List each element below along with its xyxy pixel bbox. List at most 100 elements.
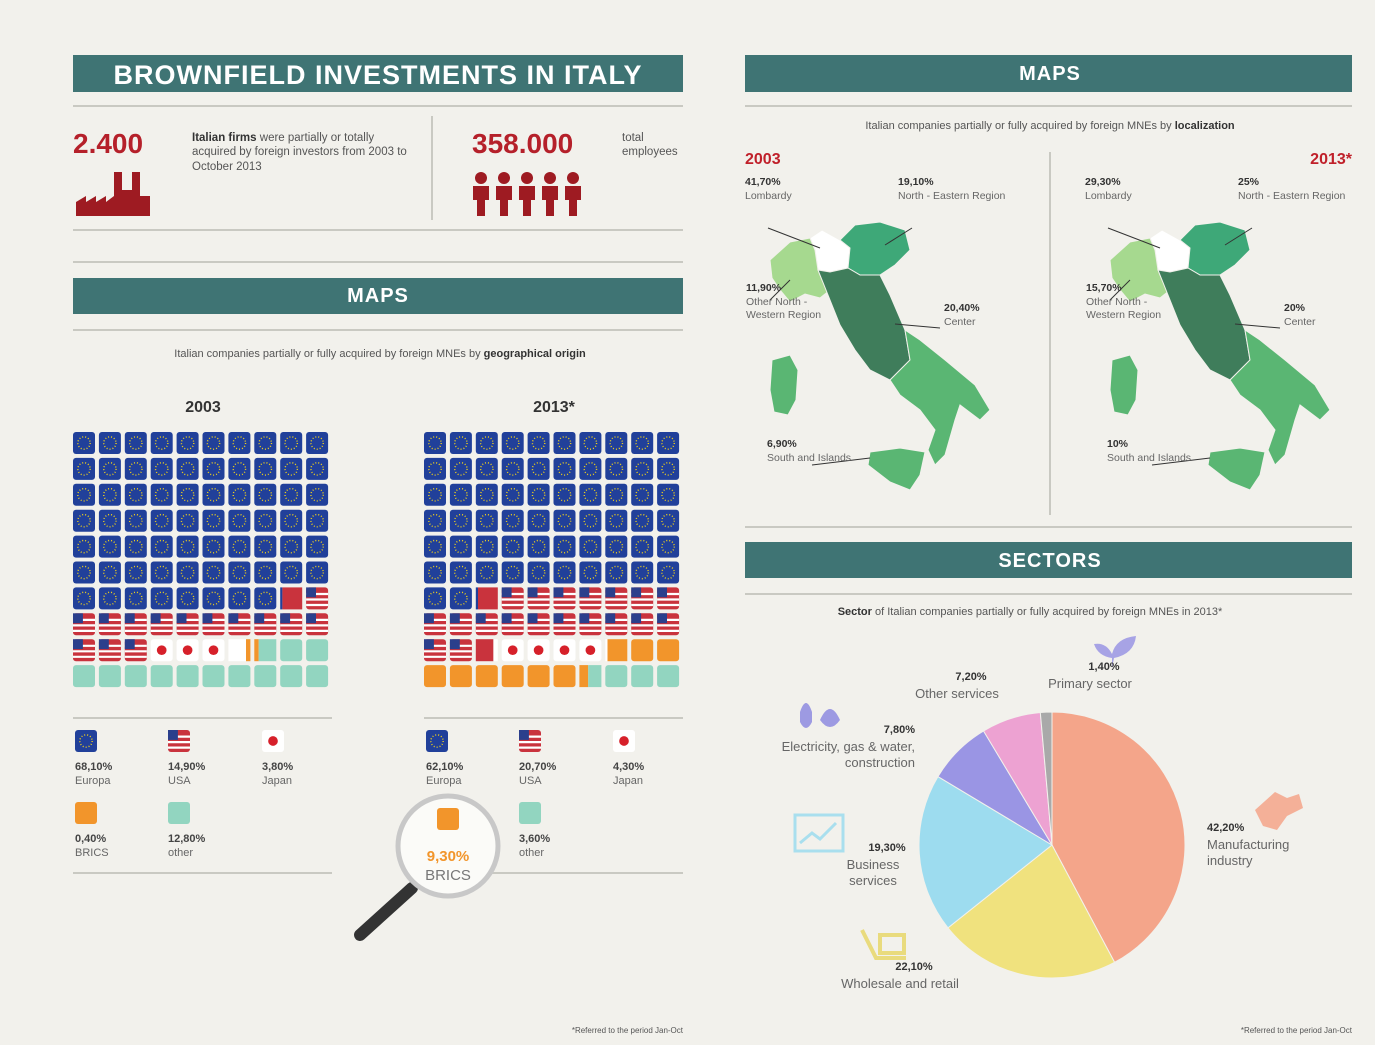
flag-detail: [527, 613, 538, 624]
waffle-cell: [98, 457, 121, 480]
waffle-cell: [501, 561, 524, 584]
flag-detail: [103, 513, 117, 528]
flag-detail: [428, 487, 442, 502]
flag-detail: [77, 436, 91, 450]
waffle-cell: [258, 639, 277, 662]
legend-value: 3,80%: [262, 761, 294, 773]
waffle-cell: [228, 535, 251, 558]
waffle-cell: [306, 639, 329, 662]
waffle-cell: [124, 561, 147, 584]
flag-detail: [103, 565, 117, 580]
flag-detail: [206, 565, 221, 580]
flag-detail: [284, 539, 299, 554]
flag-detail: [258, 591, 273, 606]
waffle-cell: [657, 535, 680, 558]
flag-detail: [501, 613, 512, 624]
waffle-cell: [449, 561, 472, 584]
pie-title: Sector of Italian companies partially or…: [838, 606, 1223, 620]
waffle-cell: [176, 535, 199, 558]
flag-detail: [635, 462, 650, 476]
factory-icon: [76, 172, 150, 216]
waffle-cell: [424, 509, 446, 532]
flag-detail: [583, 565, 598, 580]
flag-detail: [202, 613, 213, 624]
flag-detail: [657, 613, 667, 624]
legend-name: Japan: [262, 775, 292, 787]
map-value: 41,70%: [745, 176, 781, 188]
waffle-cell: [202, 535, 225, 558]
stat-bold: Italian firms: [192, 132, 257, 144]
flag-detail: [98, 613, 109, 624]
waffle-cell: [254, 665, 277, 688]
waffle-cell: [631, 509, 654, 532]
waffle-cell: [579, 509, 602, 532]
flag-detail: [605, 587, 616, 598]
section-bar: [745, 542, 1352, 578]
flag-detail: [454, 487, 468, 502]
waffle-cell: [73, 457, 95, 480]
waffle-cell: [150, 432, 173, 454]
waffle-cell: [605, 665, 628, 688]
waffle-cell: [579, 432, 602, 454]
flag-detail: [501, 587, 512, 598]
flag-detail: [583, 487, 598, 502]
flag-detail: [232, 565, 247, 580]
pie-value: 22,10%: [895, 961, 933, 973]
map-name: South and Islands: [767, 452, 852, 464]
flag-detail: [553, 587, 564, 598]
waffle-cell: [527, 561, 550, 584]
flag-detail: [635, 513, 650, 528]
waffle-cell: [228, 561, 251, 584]
flag-detail: [154, 539, 169, 554]
flag-detail: [505, 565, 520, 580]
waffle-cell: [98, 535, 121, 558]
legend-swatch: [75, 730, 97, 752]
stat-desc: were partially or totally acquired by fo…: [192, 132, 407, 173]
map-value: 6,90%: [767, 438, 797, 450]
waffle-cell: [254, 639, 259, 662]
leader-line: [767, 227, 821, 249]
map-year: 2013*: [1310, 151, 1352, 168]
flag-detail: [79, 734, 93, 748]
flag-detail: [284, 513, 299, 528]
waffle-cell: [124, 587, 147, 610]
waffle-cell: [228, 639, 246, 662]
flag-detail: [128, 462, 143, 476]
pie-value: 19,30%: [868, 842, 906, 854]
flag-detail: [428, 539, 442, 554]
flag-detail: [310, 565, 324, 580]
pie-value: 7,20%: [955, 671, 987, 683]
waffle-cell: [176, 432, 199, 454]
legend-name: BRICS: [425, 867, 471, 884]
waffle-cell: [631, 665, 654, 688]
flag-detail: [206, 436, 221, 450]
legend-value: 0,40%: [75, 833, 107, 845]
flag-detail: [505, 436, 520, 450]
flag-detail: [579, 587, 590, 598]
legend-value: 4,30%: [613, 761, 645, 773]
waffle-cell: [553, 535, 576, 558]
waffle-cell: [228, 483, 251, 506]
map-value: 10%: [1107, 438, 1129, 450]
cart-icon: [860, 929, 906, 960]
waffle-cell: [306, 561, 329, 584]
waffle-cell: [98, 561, 121, 584]
waffle-cell: [579, 535, 602, 558]
map-name: Other North - Western Region: [1086, 296, 1162, 322]
map-value: 25%: [1238, 176, 1260, 188]
flag-detail: [150, 613, 161, 624]
waffle-cell: [150, 587, 173, 610]
flag-detail: [661, 436, 675, 450]
waffle-cell: [282, 587, 303, 610]
flag-detail: [180, 591, 195, 606]
map-value: 19,10%: [898, 176, 934, 188]
flag-detail: [154, 591, 169, 606]
flag-detail: [424, 639, 434, 650]
utility-icon: [800, 703, 840, 728]
waffle-cell: [150, 561, 173, 584]
flag-detail: [533, 645, 544, 656]
flag-detail: [280, 613, 291, 624]
waffle-cell: [449, 587, 472, 610]
flag-detail: [475, 613, 486, 624]
waffle-cell: [280, 561, 303, 584]
